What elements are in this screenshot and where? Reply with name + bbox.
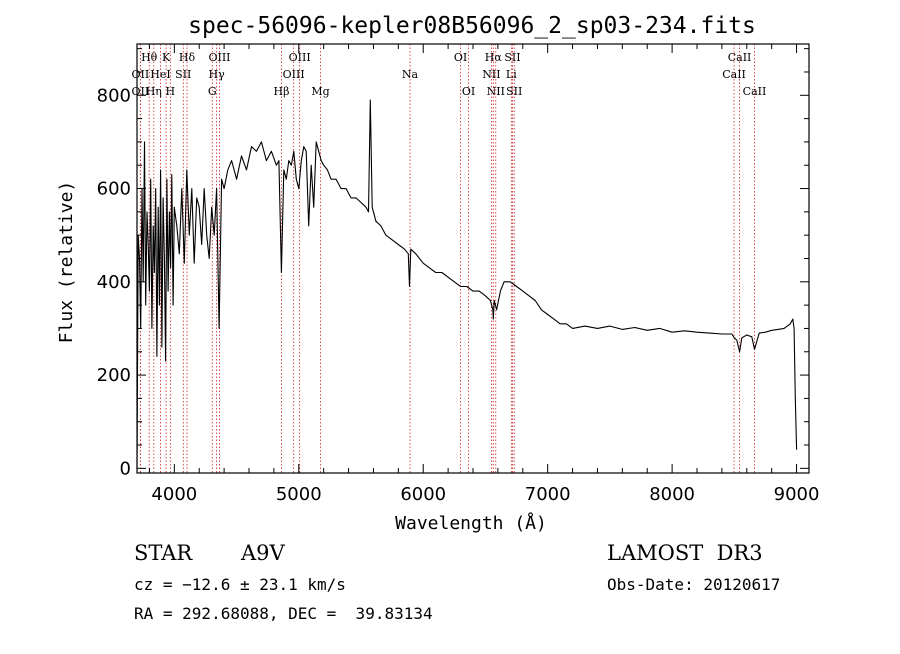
- line-marker-label-OII-2: OII: [132, 68, 150, 81]
- line-marker-label-H-theta: Hθ: [141, 51, 158, 64]
- y-axis-label: Flux (relative): [56, 181, 77, 344]
- line-marker-label-H-eta: Hη: [146, 85, 162, 98]
- line-marker-label-OIII-5007: OIII: [289, 51, 311, 64]
- line-marker-label-H-gamma: Hγ: [209, 68, 226, 81]
- y-tick-label: 600: [97, 179, 131, 200]
- line-marker-label-Na: Na: [402, 68, 419, 81]
- y-tick-label: 400: [97, 272, 131, 293]
- line-marker-label-NII-6548: NII: [482, 68, 500, 81]
- line-marker-label-CaII-8662: CaII: [743, 85, 767, 98]
- y-tick-label: 200: [97, 365, 131, 386]
- survey-label: LAMOST DR3: [607, 541, 763, 565]
- line-marker-label-Mg: Mg: [311, 85, 329, 98]
- line-marker-label-H-beta: Hβ: [274, 85, 290, 98]
- x-axis: 4000 5000 6000 7000 8000 9000: [148, 44, 820, 505]
- line-marker-label-SII-6717: SII: [504, 51, 520, 64]
- chart-title: spec-56096-kepler08B56096_2_sp03-234.fit…: [188, 13, 756, 39]
- line-marker-label-CaII-8498: CaII: [722, 68, 746, 81]
- line-marker-label-H-alpha: Hα: [485, 51, 503, 64]
- object-subclass: A9V: [240, 541, 286, 565]
- line-marker-label-OII: OII: [132, 85, 150, 98]
- y-axis: 0 200 400 600 800: [97, 48, 809, 479]
- plot-frame: [136, 43, 810, 474]
- x-tick-label: 5000: [276, 484, 322, 505]
- line-marker-label-NII-6583: NII: [487, 85, 505, 98]
- obs-date-text: Obs-Date: 20120617: [607, 575, 780, 594]
- x-tick-label: 9000: [774, 484, 820, 505]
- line-marker-label-G: G: [208, 85, 217, 98]
- line-marker-label-CaII-8542: CaII: [728, 51, 752, 64]
- line-marker-label-Li: Li: [506, 68, 517, 81]
- x-tick-label: 8000: [649, 484, 695, 505]
- spectrum-line: [136, 99, 798, 469]
- line-markers: [139, 44, 755, 473]
- x-tick-label: 7000: [525, 484, 571, 505]
- line-marker-label-H: H: [166, 85, 176, 98]
- object-class: STAR: [134, 541, 193, 565]
- line-marker-label-SII-6731: SII: [506, 85, 522, 98]
- line-marker-label-OIII-4363: OIII: [208, 51, 230, 64]
- line-marker-label-OIII-4959: OIII: [283, 68, 305, 81]
- x-axis-label: Wavelength (Å): [395, 512, 547, 534]
- y-tick-label: 800: [97, 85, 131, 106]
- line-marker-label-SII: SII: [175, 68, 191, 81]
- line-marker-label-K: K: [162, 51, 171, 64]
- line-marker-label-OI-6364: OI: [462, 85, 475, 98]
- redshift-text: cz = −12.6 ± 23.1 km/s: [134, 575, 346, 594]
- x-tick-label: 4000: [151, 484, 197, 505]
- line-marker-label-OI-6300: OI: [454, 51, 467, 64]
- coordinates-text: RA = 292.68088, DEC = 39.83134: [134, 604, 433, 623]
- line-marker-label-H-delta: Hδ: [179, 51, 196, 64]
- y-tick-label: 0: [120, 458, 131, 479]
- x-tick-label: 6000: [400, 484, 446, 505]
- line-marker-label-HeI: HeI: [150, 68, 170, 81]
